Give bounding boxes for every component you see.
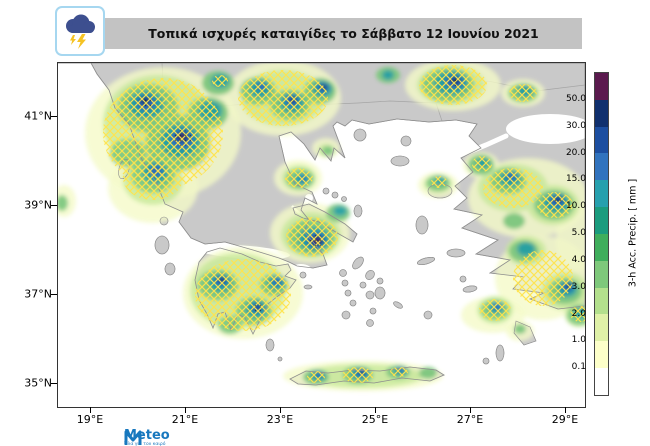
axis-tick bbox=[51, 205, 57, 206]
colorbar-tick-label: 2.0 bbox=[571, 308, 586, 319]
meteo-logo: Meteo Όλα για τον καιρό bbox=[124, 429, 170, 446]
extreme-core-stippling bbox=[140, 78, 563, 314]
colorbar-tick-label: 50.0 bbox=[565, 93, 586, 104]
lon-label-25e: 25°E bbox=[361, 413, 389, 426]
axis-tick bbox=[51, 383, 57, 384]
axis-tick bbox=[51, 116, 57, 117]
colorbar-segment bbox=[595, 314, 608, 342]
storm-cloud-lightning-icon bbox=[55, 6, 105, 56]
colorbar-tick-label: 20.0 bbox=[565, 147, 586, 158]
figure-title: Τοπικά ισχυρές καταιγίδες το Σάββατο 12 … bbox=[148, 26, 539, 41]
colorbar-tick-label: 15.0 bbox=[565, 174, 586, 185]
colorbar-segment bbox=[595, 233, 608, 261]
colorbar-axis-label: 3-h Acc. Precip. [ mm ] bbox=[627, 178, 639, 288]
axis-tick bbox=[565, 407, 566, 413]
lat-label-35n: 35°N bbox=[24, 376, 52, 390]
logo-tagline: Όλα για τον καιρό bbox=[124, 442, 166, 446]
colorbar-segment bbox=[595, 368, 608, 395]
axis-tick bbox=[470, 407, 471, 413]
colorbar bbox=[594, 72, 609, 396]
colorbar-tick-label: 30.0 bbox=[565, 120, 586, 131]
colorbar-tick-label: 5.0 bbox=[571, 228, 586, 238]
lon-label-19e: 19°E bbox=[76, 413, 104, 426]
colorbar-segment bbox=[595, 287, 608, 315]
greece-precipitation-map bbox=[58, 63, 585, 407]
map-area: Meteo Όλα για τον καιρό bbox=[57, 62, 586, 446]
lat-label-41n: 41°N bbox=[24, 109, 52, 123]
title-bar: Τοπικά ισχυρές καταιγίδες το Σάββατο 12 … bbox=[55, 18, 582, 49]
lon-label-21e: 21°E bbox=[171, 413, 199, 426]
axis-tick bbox=[375, 407, 376, 413]
colorbar-segment bbox=[595, 341, 608, 369]
colorbar-tick-label: 10.0 bbox=[565, 201, 586, 212]
storm-icon-graphic bbox=[66, 14, 95, 49]
colorbar-segment bbox=[595, 73, 608, 100]
colorbar-segment bbox=[595, 153, 608, 181]
colorbar-tick-label: 0.1 bbox=[571, 362, 586, 373]
lon-label-27e: 27°E bbox=[456, 413, 484, 426]
colorbar-segment bbox=[595, 260, 608, 288]
colorbar-tick-label: 1.0 bbox=[571, 335, 586, 346]
axis-tick bbox=[185, 407, 186, 413]
colorbar-segment bbox=[595, 126, 608, 154]
axis-tick bbox=[280, 407, 281, 413]
lon-label-23e: 23°E bbox=[266, 413, 294, 426]
storm-hatching bbox=[103, 65, 585, 383]
axis-tick bbox=[90, 407, 91, 413]
colorbar-tick-label: 3.0 bbox=[571, 281, 586, 292]
meteo-m-icon bbox=[124, 430, 142, 445]
colorbar-segment bbox=[595, 207, 608, 234]
axis-tick bbox=[51, 294, 57, 295]
colorbar-tick-labels: 50.0 30.0 20.0 15.0 10.0 5.0 4.0 3.0 2.0 1.0 0.1 bbox=[552, 72, 590, 394]
lon-label-29e: 29°E bbox=[551, 413, 579, 426]
colorbar-segment bbox=[595, 99, 608, 127]
lat-label-39n: 39°N bbox=[24, 198, 52, 212]
colorbar-tick-label: 4.0 bbox=[571, 254, 586, 265]
lat-label-37n: 37°N bbox=[24, 287, 52, 301]
colorbar-segment bbox=[595, 180, 608, 208]
